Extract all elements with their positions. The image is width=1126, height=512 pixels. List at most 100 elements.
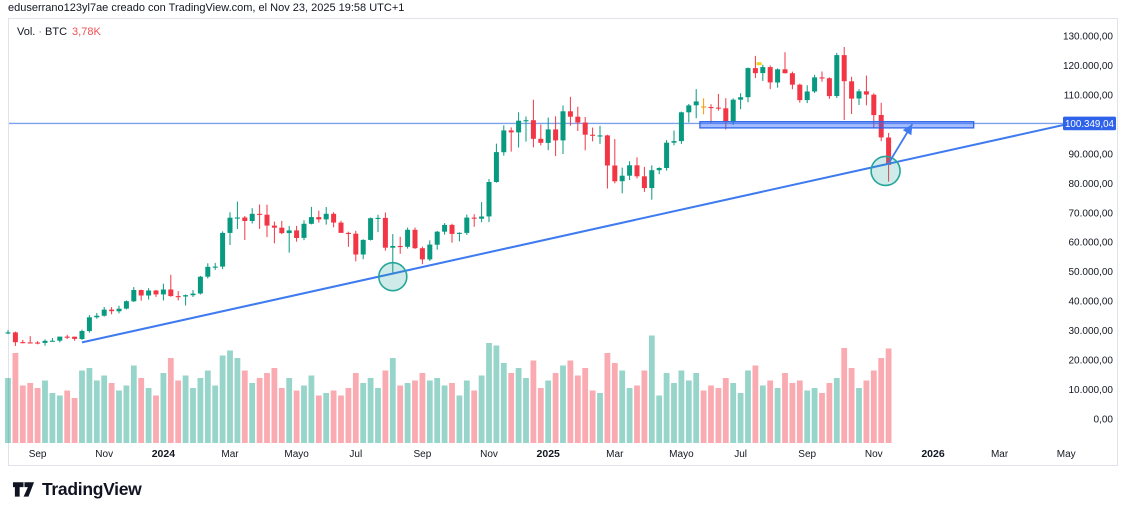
volume-bar: [27, 383, 34, 443]
trendline-touch-2[interactable]: [870, 155, 901, 187]
volume-bar: [49, 393, 56, 443]
time-tick-label: Nov: [95, 449, 113, 460]
volume-legend[interactable]: Vol. · BTC 3,78K: [17, 26, 101, 38]
volume-bar: [848, 368, 855, 443]
candle: [353, 233, 359, 255]
candle: [604, 135, 610, 166]
volume-bar: [375, 388, 381, 443]
candle: [49, 340, 55, 342]
volume-bar: [271, 368, 278, 443]
legend-volume-value: 3,78K: [72, 26, 101, 38]
tradingview-wordmark: TradingView: [42, 478, 142, 499]
volume-bar: [286, 378, 293, 443]
volume-bar: [515, 368, 522, 443]
volume-bar: [715, 388, 722, 443]
volume-bar: [456, 395, 463, 443]
price-tick-label: 10.000,00: [1069, 385, 1114, 396]
candle: [57, 336, 63, 341]
time-tick-label: Sep: [798, 449, 816, 460]
price-axis[interactable]: 130.000,00 120.000,00 110.000,00 90.000,00 8…: [1063, 32, 1113, 426]
candle: [316, 217, 322, 220]
volume-bar: [138, 378, 145, 443]
candle: [582, 122, 588, 135]
volume-bar: [870, 370, 877, 443]
volume-bar: [315, 395, 322, 443]
volume-bar: [182, 375, 189, 443]
candle: [153, 290, 159, 295]
candle: [545, 129, 551, 143]
trendline-touch-1[interactable]: [377, 261, 408, 292]
candle: [375, 217, 381, 219]
volume-bar: [330, 390, 337, 443]
candle: [419, 248, 425, 260]
price-tick-label: 110.000,00: [1064, 90, 1114, 101]
volume-bar: [863, 380, 870, 443]
volume-bar: [648, 335, 655, 443]
trend-line[interactable]: [81, 123, 1067, 344]
candle: [878, 115, 884, 138]
candle: [516, 120, 522, 133]
tradingview-branding[interactable]: TradingView: [12, 478, 142, 500]
time-tick-label: Mar: [221, 449, 239, 460]
price-tick-label: 20.000,00: [1069, 356, 1114, 367]
candle: [442, 224, 448, 232]
price-tick-label: 60.000,00: [1069, 238, 1114, 249]
candle: [678, 112, 684, 142]
attribution-text: eduserrano123yl7ae creado con TradingVie…: [8, 2, 405, 14]
time-tick-label: Jul: [734, 449, 747, 460]
volume-bar: [693, 373, 700, 443]
candle: [819, 77, 825, 79]
candle: [619, 175, 625, 182]
volume-bar: [382, 370, 389, 443]
candle: [123, 301, 129, 309]
candle: [264, 214, 270, 226]
chart-pane[interactable]: [8, 18, 1118, 466]
volume-bar: [656, 395, 663, 443]
candlestick-layer[interactable]: [5, 47, 892, 346]
volume-bar: [212, 385, 219, 443]
volume-bar: [108, 383, 115, 443]
volume-bar: [700, 390, 707, 443]
candle: [856, 91, 862, 99]
candle: [427, 244, 433, 260]
volume-bar: [730, 383, 737, 443]
resistance-zone-rect[interactable]: [699, 121, 975, 129]
volume-bar: [204, 370, 211, 443]
volume-bar: [508, 373, 515, 443]
volume-bar: [278, 388, 285, 443]
candle: [767, 67, 773, 83]
candle: [493, 152, 499, 182]
volume-bar: [493, 345, 500, 443]
time-tick-label: Nov: [480, 449, 498, 460]
volume-bar: [574, 375, 581, 443]
volume-bar: [301, 385, 307, 443]
direction-arrow[interactable]: [888, 123, 914, 163]
candle: [575, 116, 581, 123]
time-axis[interactable]: Sep Nov 2024 Mar Mayo Jul Sep Nov 2025 Mar Mayo Jul…: [29, 448, 1076, 460]
candle: [812, 77, 818, 92]
volume-bar: [523, 378, 529, 443]
volume-bar: [419, 373, 426, 443]
volume-bar: [12, 353, 19, 443]
volume-bar: [811, 388, 818, 443]
volume-bar: [190, 388, 196, 443]
volume-bar: [767, 380, 774, 443]
candle: [64, 336, 70, 338]
time-tick-label: 2025: [537, 448, 561, 460]
time-tick-label: Sep: [414, 449, 432, 460]
volume-bar: [619, 370, 626, 443]
volume-layer[interactable]: [5, 335, 892, 444]
volume-bar: [560, 365, 566, 443]
candle: [183, 295, 189, 297]
price-tick-label: 0,00: [1094, 415, 1114, 426]
candle: [656, 168, 662, 171]
tradingview-logo-icon: [12, 482, 35, 497]
time-tick-label: 2026: [921, 448, 945, 460]
candle: [405, 229, 411, 247]
candle: [116, 308, 122, 312]
volume-bar: [389, 358, 396, 443]
candle: [72, 336, 78, 339]
price-tick-label: 50.000,00: [1069, 267, 1114, 278]
